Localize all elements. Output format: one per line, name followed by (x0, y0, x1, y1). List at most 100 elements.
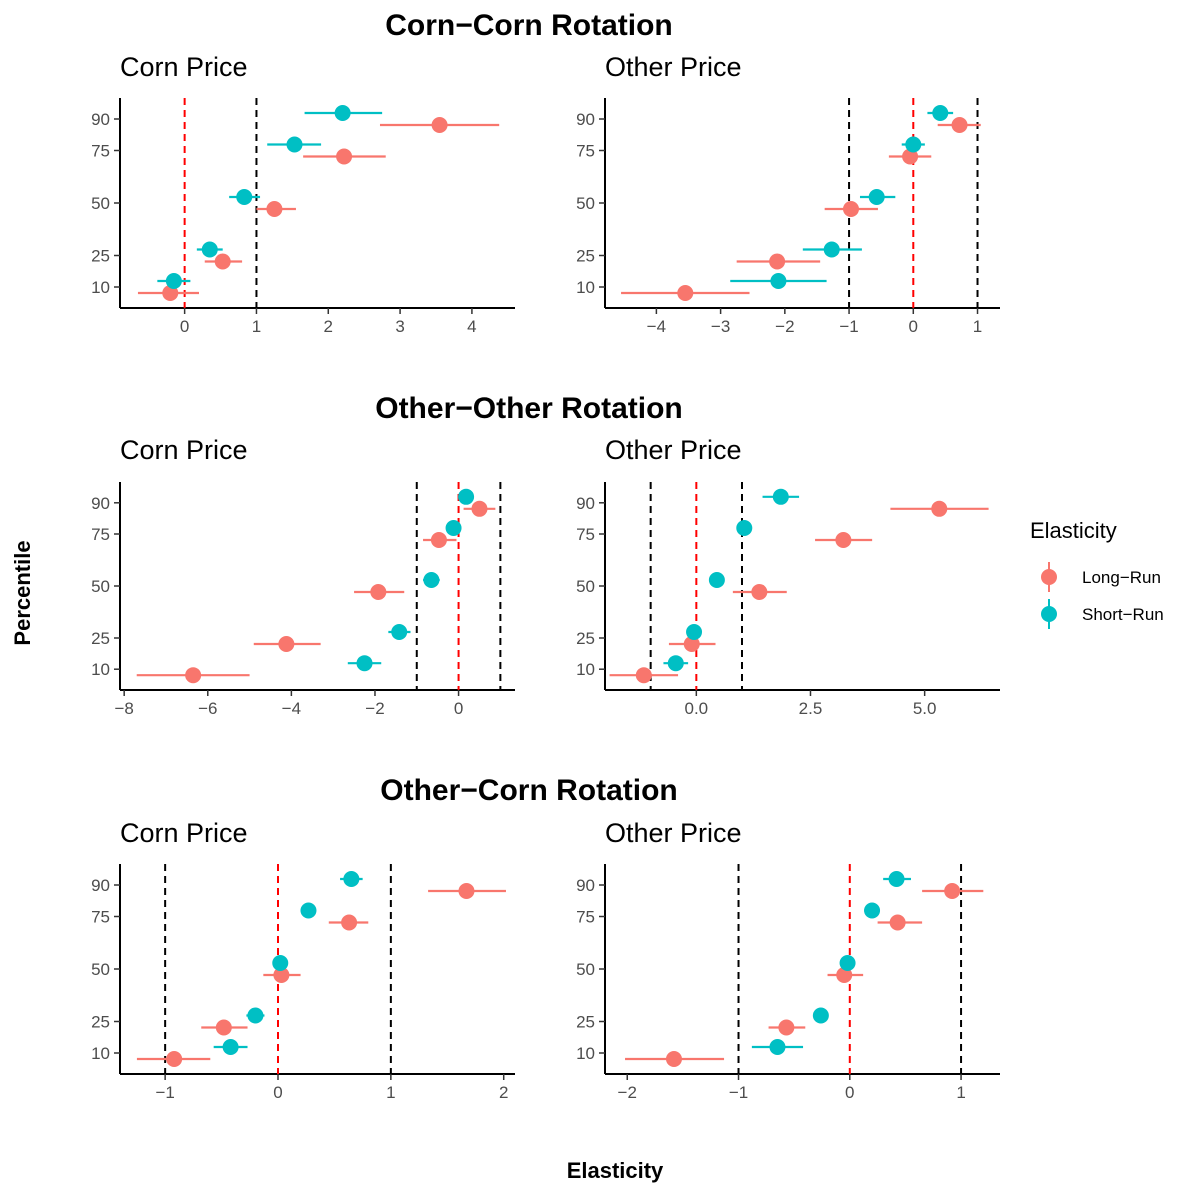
x-tick-label: 1 (252, 317, 261, 336)
short-run-point (165, 273, 182, 289)
panel-other-other-corn-price: Corn Price 10 25 50 75 90 −8 −6 −4 −2 0 (91, 435, 515, 718)
long-run-point (889, 914, 906, 931)
y-tick-label: 25 (91, 629, 110, 648)
x-tick-label: 0 (180, 317, 189, 336)
long-run-point (944, 883, 961, 899)
x-tick-label: 2.5 (799, 699, 823, 718)
panel-title: Corn Price (120, 52, 248, 82)
x-tick-label: −4 (282, 699, 301, 718)
short-run-point (667, 655, 684, 672)
legend-label-long-run: Long−Run (1082, 568, 1161, 587)
x-tick-label: −1 (729, 1083, 748, 1102)
short-run-point (247, 1007, 264, 1024)
x-tick-label: −1 (839, 317, 858, 336)
long-run-point (635, 667, 652, 684)
legend-key-short-run (1041, 599, 1057, 629)
short-run-point (391, 624, 408, 640)
y-tick-label: 75 (576, 525, 595, 544)
long-run-point (341, 914, 358, 931)
y-tick-label: 10 (576, 278, 595, 297)
x-tick-label: −2 (365, 699, 384, 718)
long-run-point (835, 532, 852, 548)
short-run-point (445, 520, 462, 536)
y-tick-label: 75 (576, 908, 595, 927)
panel-corn-corn-other-price: Other Price 10 25 50 75 90 −4 −3 −2 −1 0 1 (576, 52, 1000, 336)
y-tick-label: 50 (91, 960, 110, 979)
short-run-point (286, 136, 303, 153)
y-tick-label: 10 (91, 278, 110, 297)
panel-title: Corn Price (120, 435, 248, 465)
panel-other-other-other-price: Other Price 10 25 50 75 90 0.0 2.5 5.0 (576, 435, 1000, 718)
short-run-point (708, 572, 725, 588)
x-tick-label: −4 (647, 317, 666, 336)
y-tick-label: 90 (576, 494, 595, 513)
short-run-point (772, 488, 789, 505)
panel-other-corn-corn-price: Corn Price 10 25 50 75 90 −1 0 1 2 (91, 818, 515, 1102)
short-run-point (343, 871, 360, 887)
y-tick-label: 90 (576, 110, 595, 129)
x-tick-label: −1 (155, 1083, 174, 1102)
short-run-point (839, 955, 856, 971)
short-run-point (769, 1039, 786, 1055)
y-tick-label: 50 (576, 960, 595, 979)
short-run-point (236, 189, 253, 205)
y-tick-label: 25 (91, 1013, 110, 1032)
panel-title: Other Price (605, 818, 742, 848)
long-run-point (683, 636, 700, 652)
y-tick-label: 25 (576, 1013, 595, 1032)
x-tick-label: 1 (956, 1083, 965, 1102)
legend-label-short-run: Short−Run (1082, 605, 1164, 624)
long-run-point (751, 584, 768, 600)
short-run-point (356, 655, 373, 672)
short-run-point (458, 488, 475, 505)
legend-key-long-run (1041, 562, 1057, 592)
legend: Elasticity Long−Run Short−Run (1030, 518, 1164, 629)
y-tick-label: 50 (576, 194, 595, 213)
short-run-point (868, 189, 885, 205)
panel-title: Corn Price (120, 818, 248, 848)
y-tick-label: 75 (91, 142, 110, 161)
x-tick-label: −2 (618, 1083, 637, 1102)
long-run-point (430, 532, 447, 548)
long-run-point (214, 253, 231, 270)
long-run-point (836, 967, 853, 983)
long-run-point (166, 1051, 183, 1067)
panel-corn-corn-corn-price: Corn Price 10 25 50 75 90 0 1 2 3 4 (91, 52, 515, 336)
x-tick-label: 0.0 (685, 699, 709, 718)
row-title-2: Other−Other Rotation (375, 392, 683, 425)
short-run-point (905, 136, 922, 153)
panel-other-corn-other-price: Other Price 10 25 50 75 90 −2 −1 0 1 (576, 818, 1000, 1102)
x-tick-label: −6 (198, 699, 217, 718)
y-axis-title: Percentile (10, 540, 35, 645)
short-run-point (686, 624, 703, 640)
long-run-point (665, 1051, 682, 1067)
short-run-point (736, 520, 753, 536)
short-run-point (812, 1007, 829, 1024)
short-run-point (770, 273, 787, 289)
y-tick-label: 90 (576, 876, 595, 895)
x-tick-label: 3 (395, 317, 404, 336)
y-tick-label: 25 (576, 247, 595, 266)
long-run-point (458, 883, 475, 899)
x-axis-title: Elasticity (567, 1158, 664, 1183)
y-tick-label: 75 (91, 525, 110, 544)
short-run-point (201, 241, 218, 258)
long-run-point (951, 117, 968, 133)
x-tick-label: −8 (114, 699, 133, 718)
legend-key-long-run-dot (1041, 569, 1057, 585)
x-tick-label: 0 (454, 699, 463, 718)
panel-title: Other Price (605, 52, 742, 82)
long-run-point (902, 148, 919, 165)
long-run-point (677, 285, 694, 301)
short-run-point (272, 955, 289, 971)
long-run-point (370, 584, 387, 600)
short-run-point (300, 902, 317, 919)
long-run-point (162, 285, 179, 301)
row-title-3: Other−Corn Rotation (380, 774, 678, 807)
long-run-point (273, 967, 290, 983)
y-tick-label: 50 (576, 577, 595, 596)
y-tick-label: 90 (91, 494, 110, 513)
y-tick-label: 25 (91, 247, 110, 266)
long-run-point (431, 117, 448, 133)
long-run-point (471, 500, 488, 517)
